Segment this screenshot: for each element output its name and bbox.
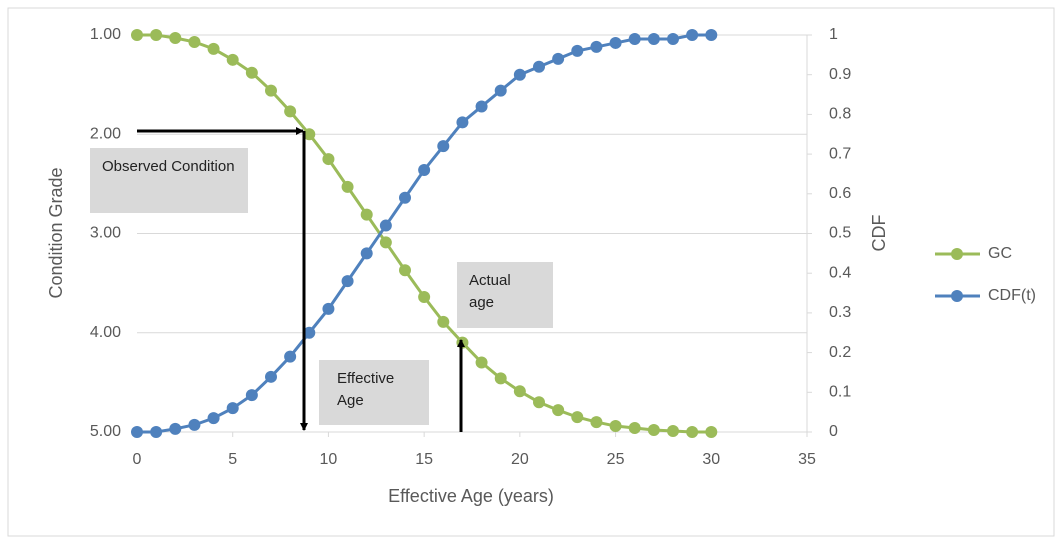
data-point xyxy=(609,36,622,49)
data-point xyxy=(341,275,354,288)
y-tick-label: 2.00 xyxy=(90,125,121,142)
data-point xyxy=(686,426,699,438)
data-point xyxy=(207,42,220,55)
data-point xyxy=(667,425,679,438)
y-tick-label: 3.00 xyxy=(90,225,121,242)
data-point xyxy=(341,180,354,193)
data-point xyxy=(552,52,565,65)
y2-tick-label: 1 xyxy=(829,26,838,43)
data-point xyxy=(590,416,603,429)
x-tick-label: 15 xyxy=(415,451,433,468)
data-point xyxy=(475,100,488,113)
y2-tick-label: 0.9 xyxy=(829,66,851,83)
data-point xyxy=(628,32,641,45)
legend-marker xyxy=(951,248,963,260)
y2-tick-label: 0.7 xyxy=(829,145,851,162)
data-point xyxy=(265,84,277,97)
y-axis-title: Condition Grade xyxy=(46,167,66,298)
y2-tick-label: 0.6 xyxy=(829,185,851,202)
data-point xyxy=(360,208,373,221)
chart-border xyxy=(7,7,1055,537)
data-point xyxy=(150,29,163,41)
data-point xyxy=(265,370,277,383)
data-point xyxy=(207,412,220,425)
x-tick-label: 0 xyxy=(133,451,142,468)
data-point xyxy=(686,29,699,41)
y-tick-label: 1.00 xyxy=(90,26,121,43)
y2-tick-label: 0.4 xyxy=(829,264,851,281)
data-point xyxy=(245,66,258,79)
data-point xyxy=(188,418,201,431)
y2-tick-label: 0.8 xyxy=(829,106,851,123)
data-point xyxy=(533,60,545,73)
data-point xyxy=(303,326,316,339)
data-point xyxy=(169,31,182,44)
data-point xyxy=(226,53,239,66)
data-point xyxy=(475,356,488,369)
data-point xyxy=(571,411,584,424)
x-tick-label: 30 xyxy=(702,451,720,468)
data-point xyxy=(131,426,143,438)
data-point xyxy=(494,84,507,97)
y-tick-label: 5.00 xyxy=(90,423,121,440)
x-tick-label: 20 xyxy=(511,451,529,468)
y-tick-label: 4.00 xyxy=(90,324,121,341)
data-point xyxy=(705,426,718,438)
y2-tick-label: 0.2 xyxy=(829,344,851,361)
data-point xyxy=(322,302,335,315)
data-point xyxy=(322,153,335,166)
data-point xyxy=(552,404,565,417)
data-point xyxy=(379,236,392,249)
data-point xyxy=(131,29,143,41)
y2-tick-label: 0.1 xyxy=(829,384,851,401)
data-point xyxy=(667,32,679,45)
legend-marker xyxy=(951,290,963,302)
data-point xyxy=(647,32,660,45)
data-point xyxy=(705,29,718,41)
x-tick-label: 25 xyxy=(607,451,625,468)
data-point xyxy=(226,402,239,415)
y2-axis-title: CDF xyxy=(869,215,889,252)
data-point xyxy=(188,35,201,48)
y2-tick-label: 0.5 xyxy=(829,225,851,242)
data-point xyxy=(169,422,182,435)
data-point xyxy=(571,44,584,57)
data-point xyxy=(437,315,450,328)
data-point xyxy=(494,372,507,385)
x-axis-title: Effective Age (years) xyxy=(388,486,554,506)
data-point xyxy=(360,247,373,260)
data-point xyxy=(379,219,392,232)
annotation: Actual age xyxy=(457,262,553,328)
data-point xyxy=(533,396,545,409)
annotation: Effective Age xyxy=(319,360,429,425)
data-point xyxy=(590,40,603,53)
data-point xyxy=(150,426,163,438)
x-tick-label: 35 xyxy=(798,451,816,468)
data-point xyxy=(284,105,297,118)
data-point xyxy=(418,163,431,176)
data-point xyxy=(284,350,297,363)
y2-tick-label: 0 xyxy=(829,423,838,440)
annotation: Observed Condition xyxy=(90,148,248,213)
data-point xyxy=(399,191,411,204)
data-point xyxy=(303,128,316,141)
legend-label: CDF(t) xyxy=(988,287,1036,304)
data-point xyxy=(513,385,526,398)
data-point xyxy=(456,116,469,129)
data-point xyxy=(437,140,450,153)
data-point xyxy=(513,68,526,81)
data-point xyxy=(628,422,641,435)
x-tick-label: 10 xyxy=(320,451,338,468)
data-point xyxy=(647,424,660,437)
data-point xyxy=(418,291,431,304)
data-point xyxy=(245,389,258,402)
data-point xyxy=(399,264,411,277)
y2-tick-label: 0.3 xyxy=(829,304,851,321)
legend-label: GC xyxy=(988,245,1012,262)
x-tick-label: 5 xyxy=(228,451,237,468)
data-point xyxy=(609,420,622,433)
